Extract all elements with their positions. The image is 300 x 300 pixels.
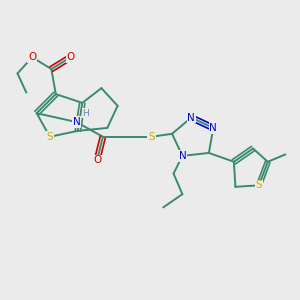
Text: N: N	[187, 112, 195, 123]
Text: S: S	[46, 132, 53, 142]
Text: O: O	[28, 52, 36, 62]
Text: N: N	[209, 123, 217, 133]
Text: N: N	[178, 151, 186, 161]
Text: O: O	[66, 52, 75, 62]
Text: H: H	[82, 109, 88, 118]
Text: N: N	[73, 117, 80, 127]
Text: O: O	[93, 155, 101, 165]
Text: S: S	[256, 180, 262, 190]
Text: S: S	[148, 132, 155, 142]
